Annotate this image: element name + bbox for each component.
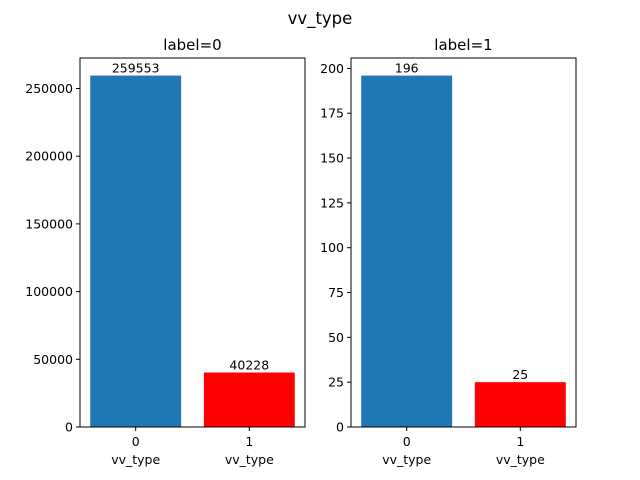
ytick-label-1-5: 125 <box>320 195 344 210</box>
xtick-label-1-1: 1 <box>516 434 524 449</box>
ytick-label-0-4: 200000 <box>25 149 73 164</box>
axes-frame-0 <box>79 57 306 428</box>
data-label-1-1: 25 <box>512 367 528 382</box>
xtick-label-1-0: 0 <box>403 434 411 449</box>
x-axis-label-0-0: vv_type <box>111 452 160 467</box>
bar-1-1 <box>474 382 566 427</box>
ytick-label-0-1: 50000 <box>33 352 73 367</box>
ytick-label-1-4: 100 <box>320 240 344 255</box>
data-label-0-0: 259553 <box>112 61 160 76</box>
ytick-label-0-0: 0 <box>65 420 73 435</box>
bar-0-0 <box>90 75 182 427</box>
subplot-title-0: label=0 <box>163 36 221 54</box>
ytick-label-1-3: 75 <box>328 285 344 300</box>
x-axis-label-0-1: vv_type <box>225 452 274 467</box>
subplot-1: 196 25 label=1 0 25 50 75 100 125 150 175 200 0 vv_ty… <box>320 36 577 467</box>
x-axis-label-1-0: vv_type <box>382 452 431 467</box>
ytick-label-0-3: 150000 <box>25 216 73 231</box>
axes-frame-1 <box>350 57 577 428</box>
ytick-label-0-5: 250000 <box>25 81 73 96</box>
xtick-label-0-0: 0 <box>132 434 140 449</box>
ytick-label-1-6: 150 <box>320 151 344 166</box>
subplot-title-1: label=1 <box>434 36 492 54</box>
ytick-label-1-2: 50 <box>328 330 344 345</box>
ytick-label-0-2: 100000 <box>25 284 73 299</box>
ytick-label-1-0: 0 <box>336 420 344 435</box>
ytick-label-1-7: 175 <box>320 106 344 121</box>
data-label-1-0: 196 <box>395 61 419 76</box>
subplot-0: 259553 40228 label=0 0 50000 100000 150000 2000… <box>25 36 306 467</box>
x-axis-label-1-1: vv_type <box>496 452 545 467</box>
ytick-label-1-8: 200 <box>320 61 344 76</box>
bar-0-1 <box>203 372 295 427</box>
figure-title: vv_type <box>288 9 353 29</box>
xtick-label-0-1: 1 <box>245 434 253 449</box>
ytick-label-1-1: 25 <box>328 375 344 390</box>
data-label-0-1: 40228 <box>229 358 269 373</box>
bar-1-0 <box>361 75 453 428</box>
